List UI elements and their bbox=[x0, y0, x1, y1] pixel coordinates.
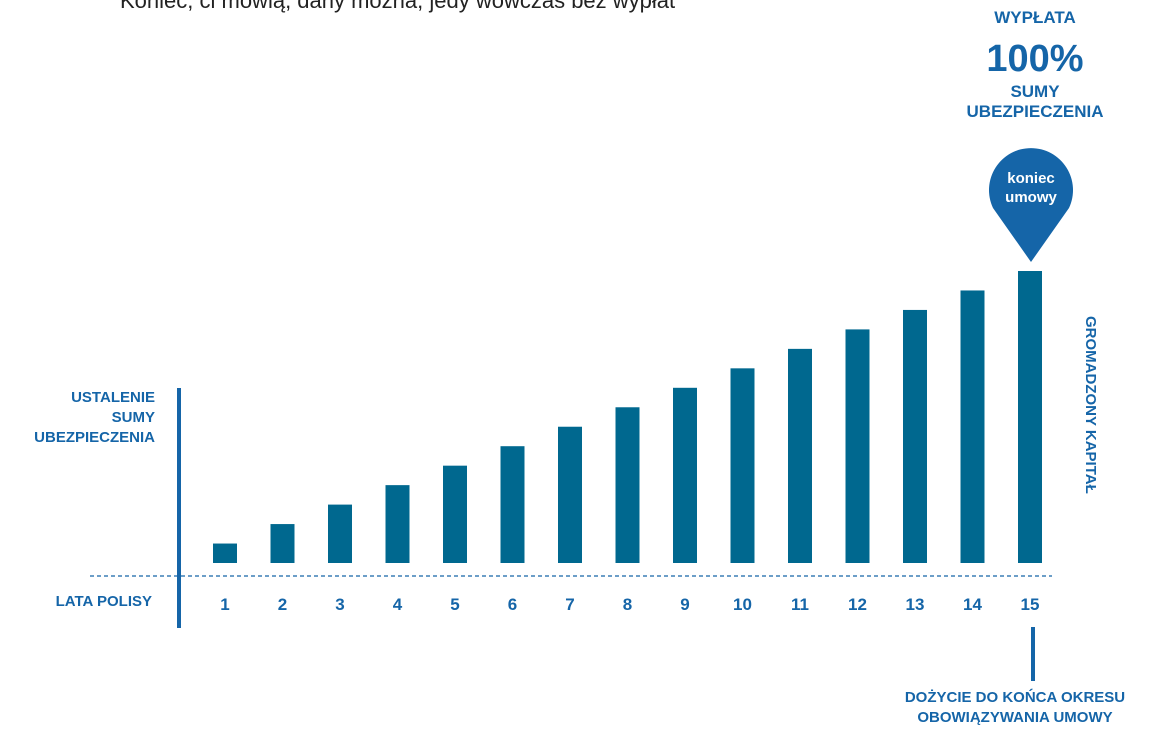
end-pin-marker: koniec umowy bbox=[989, 148, 1073, 262]
bar-9 bbox=[673, 387, 697, 563]
bar-13 bbox=[903, 309, 927, 563]
x-tick-label-6: 6 bbox=[508, 595, 517, 614]
payout-subtitle-line2: UBEZPIECZENIA bbox=[966, 102, 1104, 121]
x-tick-label-12: 12 bbox=[848, 595, 867, 614]
x-tick-label-5: 5 bbox=[450, 595, 459, 614]
bottom-label-line1: DOŻYCIE DO KOŃCA OKRESU bbox=[904, 689, 1126, 706]
bar-15 bbox=[1018, 271, 1042, 563]
bar-8 bbox=[615, 407, 640, 563]
bar-1 bbox=[213, 543, 237, 563]
y-axis-label: GROMADZONY KAPITAŁ bbox=[1082, 316, 1099, 494]
payout-percent: 100% bbox=[986, 38, 1084, 80]
tick-labels-group: 1 2 3 4 5 6 7 8 9 10 11 12 13 14 15 bbox=[220, 595, 1039, 614]
bottom-label-line2: OBOWIĄZYWANIA UMOWY bbox=[917, 709, 1113, 726]
x-tick-label-4: 4 bbox=[393, 595, 403, 614]
x-tick-label-10: 10 bbox=[733, 595, 752, 614]
bottom-vertical-line bbox=[1031, 627, 1035, 681]
payout-subtitle: SUMY UBEZPIECZENIA bbox=[960, 82, 1110, 122]
top-caption: Koniec, ci mówią, dany można, jedy wówcz… bbox=[120, 0, 676, 13]
left-label-line2: SUMY bbox=[111, 409, 155, 426]
bar-7 bbox=[558, 426, 582, 563]
x-tick-label-13: 13 bbox=[906, 595, 925, 614]
bar-10 bbox=[730, 368, 755, 563]
bars-group bbox=[213, 271, 1042, 563]
x-axis-label: LATA POLISY bbox=[55, 593, 152, 610]
pin-text-line2: umowy bbox=[1005, 189, 1057, 206]
bar-6 bbox=[500, 446, 525, 563]
map-pin-icon bbox=[989, 148, 1073, 262]
bar-14 bbox=[960, 290, 985, 563]
x-tick-label-11: 11 bbox=[791, 595, 809, 614]
x-tick-label-7: 7 bbox=[565, 595, 574, 614]
left-label: USTALENIE SUMY UBEZPIECZENIA bbox=[0, 388, 155, 448]
bar-11 bbox=[788, 348, 812, 563]
bar-5 bbox=[443, 465, 467, 563]
bottom-label: DOŻYCIE DO KOŃCA OKRESU OBOWIĄZYWANIA UM… bbox=[880, 688, 1150, 728]
x-tick-label-8: 8 bbox=[623, 595, 632, 614]
left-label-line1: USTALENIE bbox=[71, 389, 155, 406]
x-tick-label-14: 14 bbox=[963, 595, 982, 614]
x-tick-label-15: 15 bbox=[1021, 595, 1040, 614]
x-tick-label-3: 3 bbox=[335, 595, 344, 614]
x-tick-label-9: 9 bbox=[680, 595, 689, 614]
pin-text-line1: koniec bbox=[1007, 170, 1055, 187]
payout-label: WYPŁATA bbox=[994, 8, 1076, 27]
bar-3 bbox=[328, 504, 352, 563]
bar-4 bbox=[385, 485, 410, 563]
bar-2 bbox=[270, 524, 295, 563]
left-label-line3: UBEZPIECZENIA bbox=[34, 429, 155, 446]
left-vertical-line bbox=[177, 388, 181, 628]
payout-subtitle-line1: SUMY bbox=[1010, 82, 1060, 101]
x-tick-label-2: 2 bbox=[278, 595, 287, 614]
bar-12 bbox=[845, 329, 870, 563]
x-tick-label-1: 1 bbox=[220, 595, 229, 614]
